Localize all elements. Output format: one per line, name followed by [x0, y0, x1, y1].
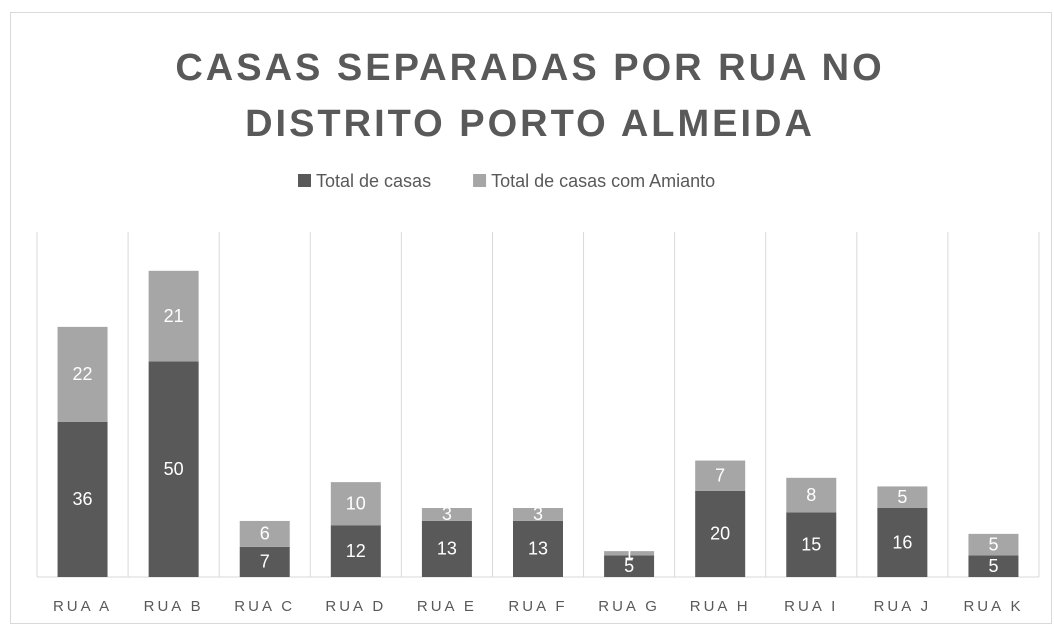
bar-segment	[330, 525, 381, 577]
x-tick-label: RUA I	[784, 598, 838, 615]
x-tick-label: RUA H	[690, 598, 751, 615]
bar-segment	[968, 533, 1019, 556]
value-label: 6	[260, 524, 270, 544]
value-label: 3	[533, 504, 543, 524]
value-label: 7	[260, 552, 270, 572]
bar-segment	[421, 520, 472, 577]
bar-segment	[877, 486, 928, 508]
value-label: 22	[73, 364, 93, 384]
x-tick-label: RUA E	[417, 598, 477, 615]
bar-segment	[695, 490, 746, 577]
bar-segment	[877, 508, 928, 577]
value-label: 3	[442, 504, 452, 524]
bar-segment	[786, 512, 837, 577]
bar-segment	[330, 482, 381, 526]
x-tick-label: RUA J	[874, 598, 932, 615]
value-label: 5	[988, 556, 998, 576]
bar-segment	[604, 551, 655, 556]
bar-segment	[57, 421, 108, 577]
bar-segment	[695, 460, 746, 491]
bar-segment	[148, 270, 199, 362]
value-label: 8	[806, 485, 816, 505]
value-label: 13	[528, 539, 548, 559]
x-tick-label: RUA D	[325, 598, 386, 615]
value-label: 1	[624, 543, 634, 563]
value-label: 36	[73, 489, 93, 509]
bar-segment	[513, 520, 563, 577]
value-label: 50	[164, 459, 184, 479]
bar-segment	[148, 361, 199, 577]
value-label: 21	[164, 306, 184, 326]
x-tick-label: RUA G	[598, 598, 660, 615]
bar-segment	[968, 555, 1019, 577]
bar-segment	[513, 508, 563, 521]
value-label: 13	[437, 539, 457, 559]
bar-segment	[239, 546, 290, 577]
legend-swatch	[473, 174, 487, 187]
value-label: 16	[892, 532, 912, 552]
x-tick-label: RUA A	[53, 598, 112, 615]
x-tick-label: RUA B	[144, 598, 204, 615]
chart-title: CASAS SEPARADAS POR RUA NO DISTRITO PORT…	[175, 47, 885, 145]
chart-frame	[10, 12, 1052, 624]
value-label: 5	[897, 487, 907, 507]
bar-segment	[57, 326, 108, 422]
x-tick-label: RUA C	[234, 598, 295, 615]
value-label: 15	[801, 534, 821, 554]
value-label: 20	[710, 524, 730, 544]
bar-segment	[239, 520, 290, 547]
legend-swatch	[298, 174, 311, 187]
value-label: 5	[988, 534, 998, 554]
bar-segment	[604, 555, 655, 577]
x-tick-label: RUA K	[963, 598, 1023, 615]
value-label: 7	[715, 465, 725, 485]
value-label: 5	[624, 556, 634, 576]
legend-label: Total de casas com Amianto	[491, 171, 715, 191]
bar-segment	[786, 477, 837, 513]
bar-segment	[421, 508, 472, 521]
legend-label: Total de casas	[316, 171, 431, 191]
x-tick-label: RUA F	[508, 598, 567, 615]
value-label: 10	[346, 493, 366, 513]
value-label: 12	[346, 541, 366, 561]
